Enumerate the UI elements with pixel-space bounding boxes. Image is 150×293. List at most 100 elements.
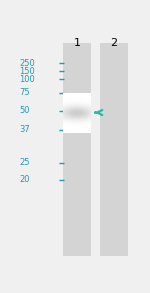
- Bar: [83, 116, 84, 117]
- Bar: [90, 102, 91, 103]
- Bar: [73, 118, 74, 119]
- Bar: [88, 118, 89, 119]
- Bar: [84, 120, 85, 121]
- Bar: [76, 116, 77, 117]
- Bar: [90, 131, 91, 132]
- Bar: [64, 107, 65, 108]
- Bar: [76, 109, 77, 110]
- Bar: [79, 93, 80, 94]
- Bar: [88, 98, 89, 99]
- Bar: [81, 116, 82, 117]
- Bar: [63, 103, 64, 104]
- Bar: [85, 128, 86, 129]
- Bar: [87, 125, 88, 126]
- Bar: [78, 112, 79, 113]
- Bar: [78, 105, 79, 106]
- Bar: [65, 125, 66, 126]
- Bar: [80, 116, 81, 117]
- Bar: [71, 107, 72, 108]
- Bar: [89, 114, 90, 115]
- Bar: [76, 99, 77, 100]
- Bar: [67, 102, 68, 103]
- Bar: [68, 96, 69, 97]
- Bar: [69, 130, 70, 131]
- Bar: [80, 108, 81, 109]
- Bar: [67, 116, 68, 117]
- Bar: [87, 126, 88, 127]
- Bar: [79, 113, 80, 114]
- Bar: [68, 118, 69, 119]
- Bar: [72, 113, 73, 114]
- Bar: [89, 104, 90, 105]
- Bar: [90, 119, 91, 120]
- Bar: [72, 120, 73, 121]
- Bar: [78, 109, 79, 110]
- Bar: [78, 96, 79, 97]
- Bar: [63, 126, 64, 127]
- Bar: [77, 113, 78, 114]
- Bar: [90, 106, 91, 107]
- Bar: [71, 126, 72, 127]
- Bar: [81, 109, 82, 110]
- Bar: [79, 127, 80, 128]
- Bar: [81, 98, 82, 99]
- Bar: [85, 126, 86, 127]
- Bar: [72, 126, 73, 127]
- Bar: [63, 111, 64, 112]
- Bar: [87, 100, 88, 101]
- Bar: [84, 111, 85, 112]
- Bar: [89, 94, 90, 95]
- Bar: [77, 126, 78, 127]
- Bar: [76, 119, 77, 120]
- Bar: [79, 104, 80, 105]
- Bar: [80, 112, 81, 113]
- Bar: [73, 98, 74, 99]
- Bar: [72, 125, 73, 126]
- Bar: [77, 98, 78, 99]
- Bar: [81, 117, 82, 118]
- Bar: [76, 108, 77, 109]
- Bar: [66, 97, 67, 98]
- Bar: [78, 118, 79, 119]
- Bar: [63, 102, 64, 103]
- Bar: [81, 111, 82, 112]
- Bar: [78, 121, 79, 122]
- Bar: [76, 104, 77, 105]
- Bar: [84, 114, 85, 115]
- Bar: [72, 110, 73, 111]
- Bar: [83, 106, 84, 107]
- Bar: [65, 114, 66, 115]
- Bar: [89, 119, 90, 120]
- Bar: [66, 98, 67, 99]
- Bar: [86, 113, 87, 114]
- Bar: [71, 116, 72, 117]
- Text: 37: 37: [19, 125, 30, 134]
- Bar: [86, 97, 87, 98]
- Bar: [86, 132, 87, 133]
- Bar: [71, 106, 72, 107]
- Bar: [88, 106, 89, 107]
- Bar: [76, 113, 77, 114]
- Bar: [85, 99, 86, 100]
- Bar: [81, 102, 82, 103]
- Bar: [75, 122, 76, 123]
- Bar: [88, 95, 89, 96]
- Bar: [65, 127, 66, 128]
- Bar: [82, 122, 83, 123]
- Bar: [81, 127, 82, 128]
- Bar: [67, 101, 68, 102]
- Bar: [79, 132, 80, 133]
- Bar: [70, 120, 71, 121]
- Bar: [90, 117, 91, 118]
- Bar: [89, 103, 90, 104]
- Bar: [69, 123, 70, 124]
- Bar: [65, 94, 66, 95]
- Bar: [84, 131, 85, 132]
- Bar: [71, 110, 72, 111]
- Bar: [84, 126, 85, 127]
- Bar: [75, 106, 76, 107]
- Bar: [85, 121, 86, 122]
- Bar: [85, 108, 86, 109]
- Bar: [82, 108, 83, 109]
- Bar: [73, 102, 74, 103]
